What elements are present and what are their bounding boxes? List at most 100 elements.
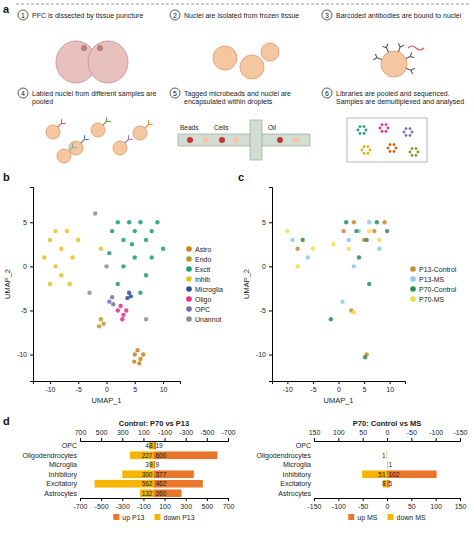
step-text: Tagged microbeads and nuclei areencapsul… [184,90,291,107]
schematic: 1PFC is dissected by tissue puncture2Nuc… [16,4,470,163]
axis: -700-500-300-100100300500700 [73,498,234,510]
nucleus-icon [113,141,127,155]
tick-label: 150 [455,503,467,510]
tick-mark [30,310,33,311]
point [48,282,52,286]
nucleus-icon [46,125,60,139]
tick: -100 [429,429,443,441]
step-badge [322,10,332,20]
tick: -100 [158,429,172,441]
tick: Excitatory [46,480,80,488]
tick-mark [460,498,461,501]
tick: 300 [180,498,192,510]
point [161,247,165,251]
y-axis-title: UMAP_2 [3,269,12,299]
mini-dot [405,127,408,130]
tick-label: -100 [158,429,172,436]
tick-mark [269,310,272,311]
tick: 10 [386,381,394,393]
tick-label: -150 [453,429,467,436]
antibody [373,54,383,62]
barcode [408,46,424,50]
tick-label: -100 [137,503,151,510]
tick-label: -100 [429,429,443,436]
axis: -10-505 [256,188,273,382]
text-line: Samples are demultiplexed and analysed [336,98,464,106]
tick-label: 700 [75,429,87,436]
mini-dot [417,151,420,154]
point [124,308,128,312]
antibody [101,117,111,127]
category-label: Microglia [283,461,311,469]
puncture [81,45,87,51]
point [344,220,348,224]
nucleus-icon [57,149,71,163]
mini-dot [411,147,414,150]
tick-label: -5 [260,307,266,314]
axis-line [81,438,229,442]
chart-title: Control: P70 vs P13 [119,419,189,428]
legend-swatch [113,514,119,520]
data-label: 5 [389,480,393,487]
bar [122,470,154,478]
tick: -10 [256,351,272,358]
antibody [405,52,415,61]
droplet-content [187,137,193,143]
nucleus-icon [91,123,105,137]
point [352,220,356,224]
mini-dot [411,131,414,134]
legend: up P13down P13 [113,514,194,522]
point [357,255,361,259]
legend-swatch [186,276,192,282]
tick-label: -150 [307,503,321,510]
tick: 0 [23,263,33,270]
antibody [405,66,415,74]
tick-label: 5 [363,386,367,393]
point [48,238,52,242]
tick-mark [30,222,33,223]
tick: -5 [260,307,272,314]
point [121,238,125,242]
legend-label: down P13 [164,514,195,521]
antibody [396,43,404,53]
tick-label: -300 [116,503,130,510]
tick-mark [135,381,136,384]
data-label: 8 [382,480,386,487]
axis-line [315,438,461,442]
panel-label: b [3,171,10,183]
tick-mark [364,381,365,384]
point [97,324,101,328]
mini-dot [387,147,390,150]
bar [130,451,154,459]
legend-swatch [155,514,161,520]
chart-title: P70: Control vs MS [353,419,421,428]
tick-mark [363,498,364,501]
tick-label: -10 [17,351,27,358]
point [116,282,120,286]
bar-chart: 110251518150100500-50-100-150-150-100-50… [257,419,468,522]
tick-label: -10 [256,351,266,358]
point [107,251,111,255]
data-labels: 110251518 [378,452,399,488]
point [70,255,74,259]
legend: up MSdown MS [348,514,426,522]
tick: 700 [75,429,87,441]
point [125,296,129,300]
point [354,229,358,233]
tick-label: 5 [23,219,27,226]
axis-line [269,188,273,382]
droplet-content [293,137,299,143]
nucleus-icon [133,126,147,140]
tick-label: 100 [430,503,442,510]
category-label: Oligodendrocytes [23,451,78,459]
point [295,247,299,251]
category-label: Inhibitory [49,470,78,478]
tick-mark [338,438,339,441]
tick: 0 [337,381,341,393]
point [138,357,142,361]
bars [95,442,218,497]
legend-label: up MS [357,514,378,522]
point [347,238,351,242]
tick-mark [143,498,144,501]
nucleus-icon [261,43,279,61]
